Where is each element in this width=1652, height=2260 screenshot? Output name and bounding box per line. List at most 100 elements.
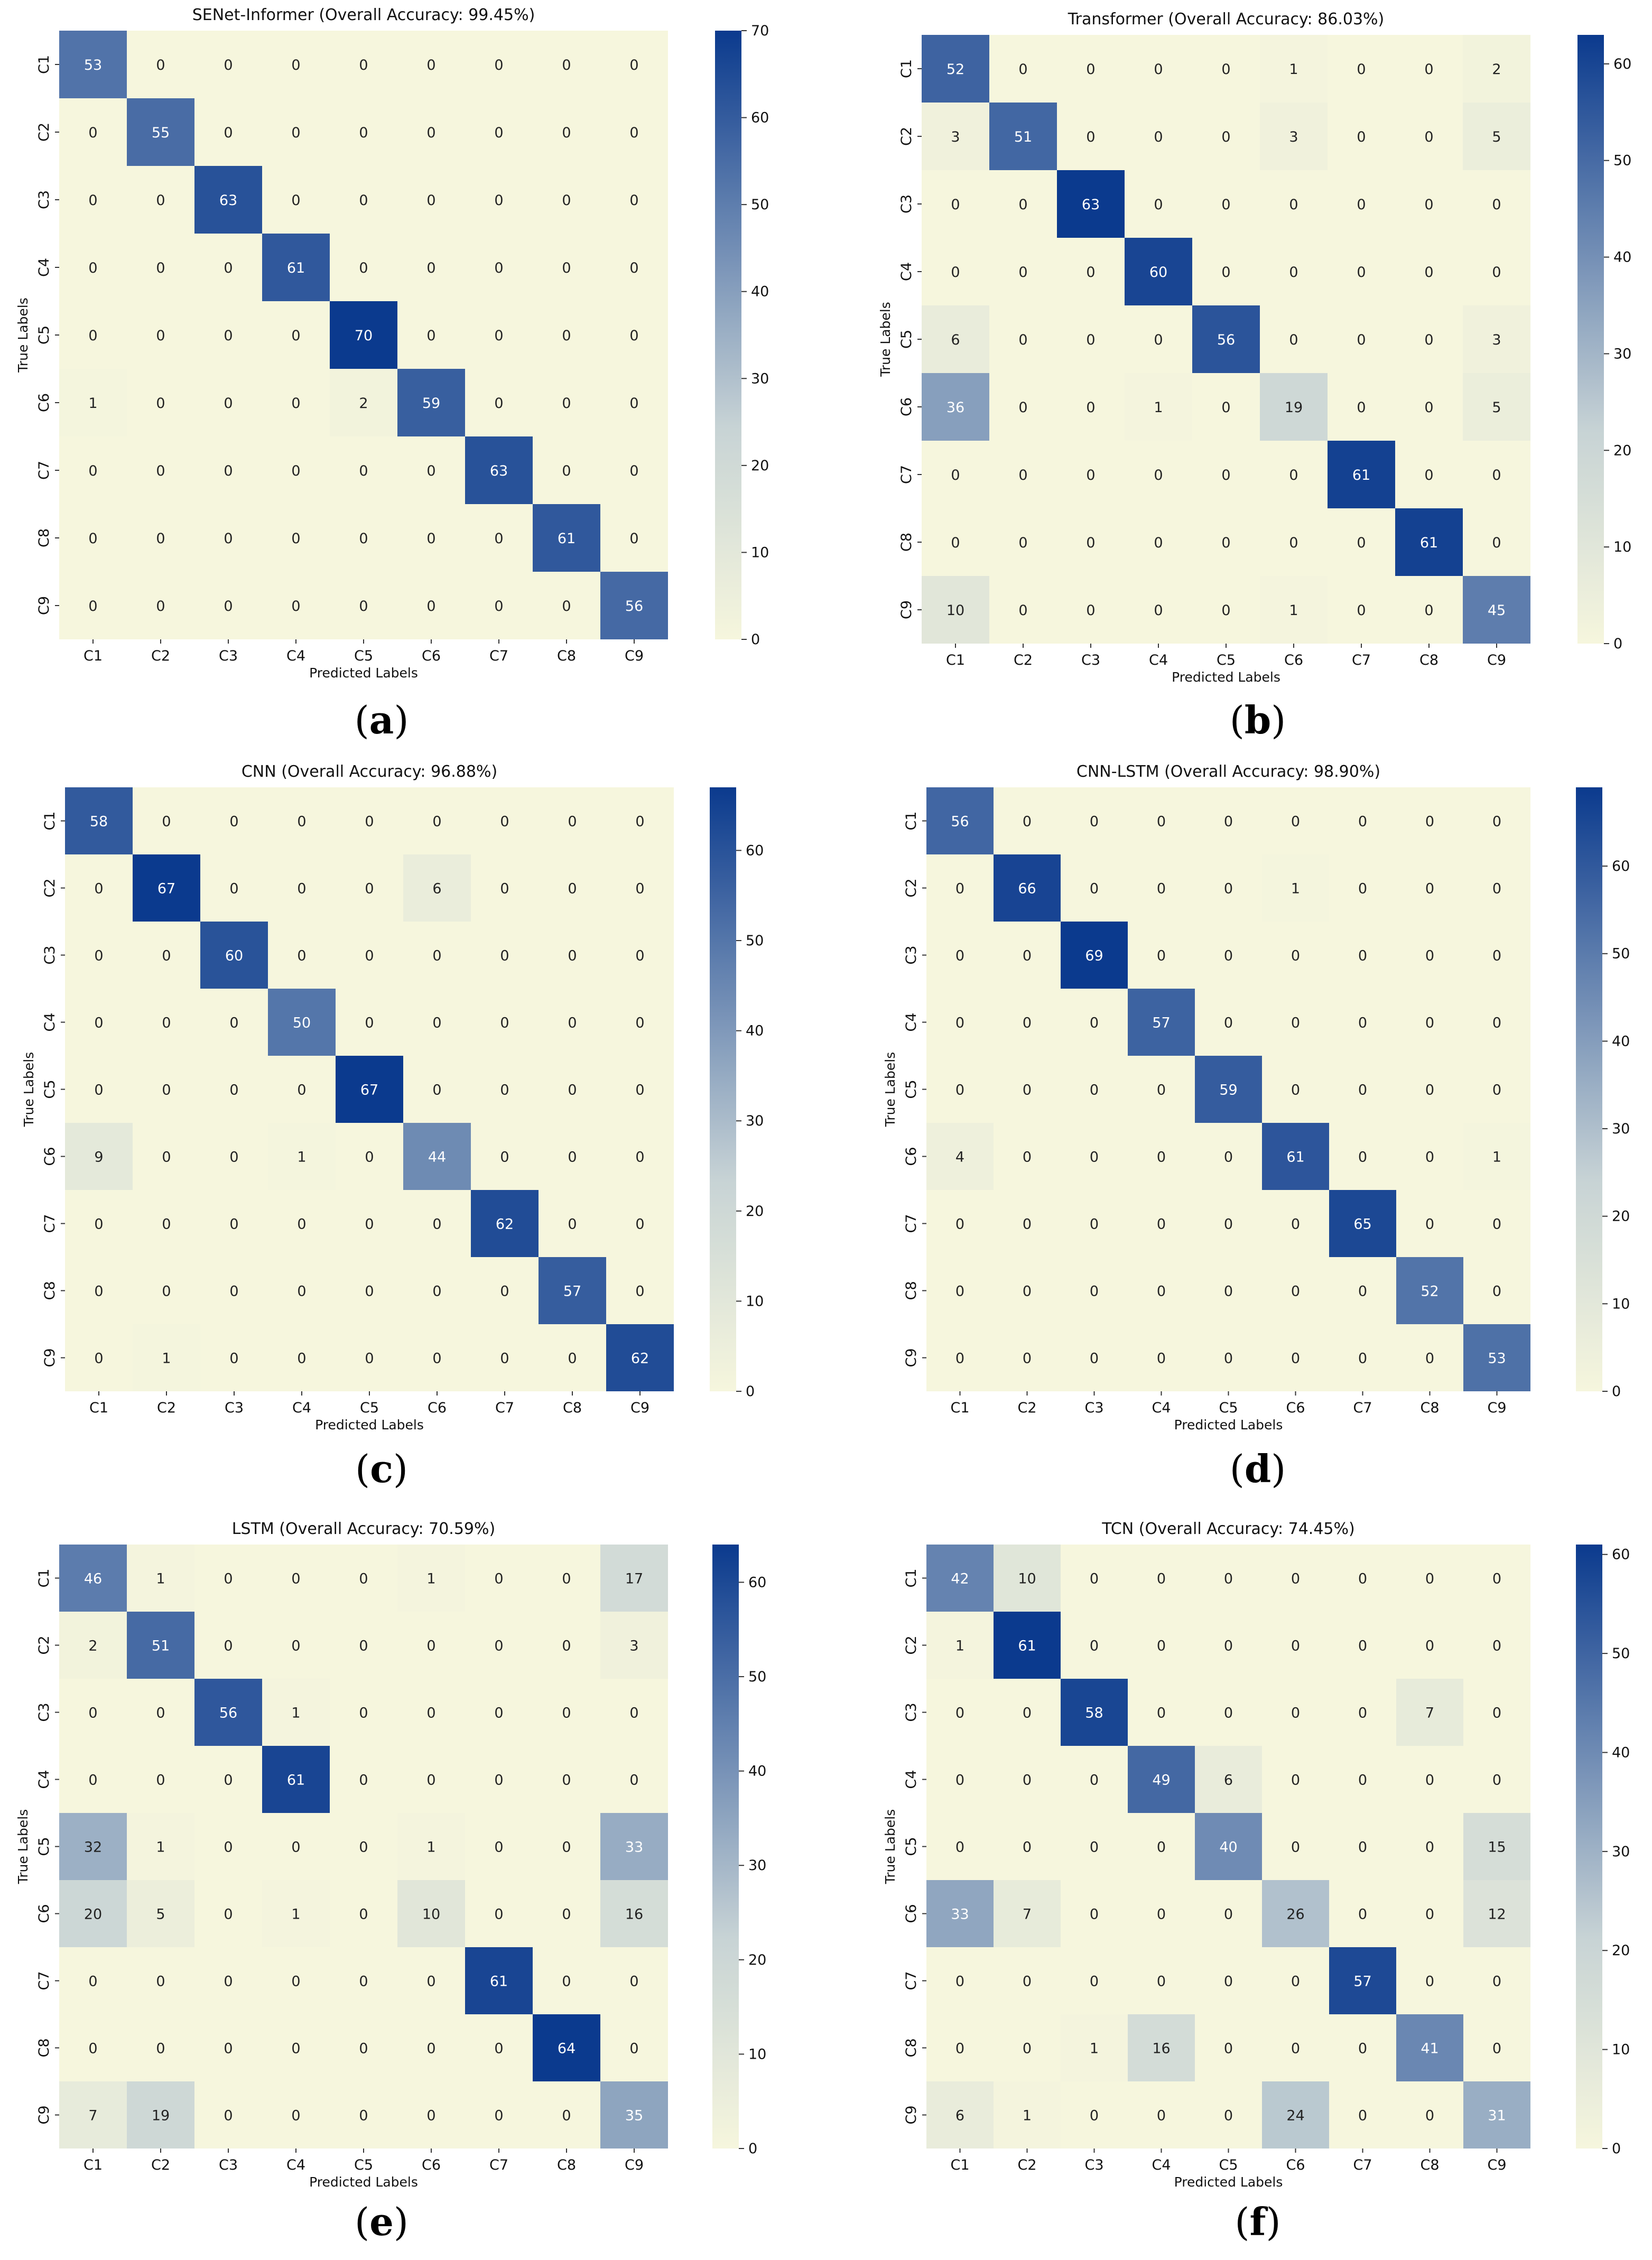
heatmap-cell — [1192, 170, 1260, 238]
heatmap-cell — [994, 1813, 1061, 1880]
heatmap-cell — [59, 369, 127, 436]
x-tick-label: C7 — [489, 2157, 508, 2173]
heatmap-cell — [1328, 508, 1395, 576]
cell-value-label: 0 — [1492, 2041, 1501, 2057]
colorbar-tick-label: 60 — [748, 1574, 766, 1591]
heatmap-cell — [403, 787, 471, 854]
heatmap-cell — [989, 35, 1057, 103]
cell-value-label: 0 — [951, 535, 960, 551]
heatmap-cell — [1396, 1257, 1463, 1324]
cell-value-label: 0 — [500, 1351, 509, 1367]
x-tick-label: C2 — [1017, 1400, 1036, 1416]
cell-value-label: 0 — [1018, 197, 1027, 213]
colorbar — [712, 1545, 739, 2149]
cell-value-label: 1 — [1289, 602, 1298, 619]
x-tick-label: C1 — [89, 1400, 108, 1416]
cell-value-label: 0 — [365, 1216, 374, 1233]
cell-value-label: 0 — [1425, 881, 1434, 897]
heatmap-cell — [1061, 1947, 1128, 2014]
cell-value-label: 0 — [562, 260, 571, 276]
y-tick-label: C7 — [42, 1214, 58, 1233]
cell-value-label: 46 — [84, 1571, 102, 1587]
heatmap-cell — [989, 508, 1057, 576]
cell-value-label: 0 — [365, 1284, 374, 1300]
cell-value-label: 10 — [422, 1906, 440, 1923]
cell-value-label: 59 — [422, 395, 440, 412]
cell-value-label: 0 — [426, 125, 435, 141]
cell-value-label: 0 — [359, 1974, 368, 1990]
heatmap-cell — [926, 989, 994, 1056]
heatmap-cell — [403, 1056, 471, 1123]
cell-value-label: 0 — [494, 598, 503, 615]
cell-value-label: 0 — [224, 1772, 233, 1789]
cell-value-label: 0 — [94, 1351, 103, 1367]
heatmap-cell — [465, 301, 533, 369]
colorbar-tick-label: 60 — [751, 110, 769, 126]
heatmap-cell — [600, 1880, 668, 1947]
colorbar-tick-label: 10 — [1612, 2042, 1630, 2058]
cell-value-label: 0 — [1291, 1216, 1300, 1233]
heatmap-cell — [1125, 508, 1192, 576]
cell-value-label: 0 — [426, 1772, 435, 1789]
heatmap-cell — [1262, 1947, 1329, 2014]
cell-value-label: 0 — [1492, 1638, 1501, 1654]
cell-value-label: 0 — [1154, 535, 1163, 551]
heatmap-cell — [1061, 1545, 1128, 1612]
chart-title: TCN (Overall Accuracy: 74.45%) — [1101, 1520, 1354, 1538]
x-tick-label: C8 — [1420, 1400, 1439, 1416]
x-tick-label: C4 — [292, 1400, 311, 1416]
heatmap-cell — [262, 166, 330, 234]
y-tick-label: C1 — [36, 1568, 52, 1587]
heatmap-cell — [1396, 1545, 1463, 1612]
heatmap-cell — [1328, 441, 1395, 508]
x-tick-label: C1 — [950, 1400, 969, 1416]
heatmap-cell — [127, 1545, 194, 1612]
heatmap-cell — [65, 1190, 133, 1257]
cell-value-label: 0 — [1221, 264, 1230, 281]
cell-value-label: 0 — [359, 598, 368, 615]
cell-value-label: 56 — [219, 1705, 237, 1722]
heatmap-cell — [1463, 1257, 1530, 1324]
heatmap-cell — [194, 1679, 262, 1746]
cell-value-label: 0 — [1492, 1772, 1501, 1789]
cell-value-label: 67 — [157, 881, 175, 897]
cell-value-label: 5 — [1492, 399, 1501, 416]
heatmap-cell — [133, 1324, 200, 1391]
cell-value-label: 0 — [1425, 948, 1434, 964]
cell-value-label: 0 — [1224, 1149, 1233, 1166]
y-tick-label: C8 — [898, 533, 915, 552]
heatmap-cell — [127, 1880, 194, 1947]
heatmap-cell — [1128, 1880, 1195, 1947]
cell-value-label: 0 — [494, 1638, 503, 1654]
cell-value-label: 0 — [1291, 1839, 1300, 1856]
heatmap-cell — [1395, 238, 1463, 305]
cell-value-label: 0 — [562, 1906, 571, 1923]
heatmap-cell — [465, 436, 533, 504]
heatmap-cell — [533, 1612, 600, 1679]
heatmap-cell — [926, 787, 994, 854]
heatmap-cell — [127, 1612, 194, 1679]
heatmap-cell — [1195, 1190, 1262, 1257]
heatmap-cell — [1260, 305, 1328, 373]
heatmap-cell — [330, 1746, 397, 1813]
heatmap-cell — [1396, 787, 1463, 854]
colorbar-tick-label: 30 — [751, 370, 769, 387]
y-tick-label: C8 — [903, 1281, 920, 1300]
heatmap-cell — [1463, 35, 1530, 103]
heatmap-cell — [1125, 103, 1192, 170]
cell-value-label: 0 — [629, 192, 638, 209]
heatmap-cell — [533, 504, 600, 572]
y-tick-label: C2 — [42, 878, 58, 897]
cell-value-label: 0 — [297, 881, 306, 897]
heatmap-cell — [1329, 1880, 1396, 1947]
colorbar-tick-label: 50 — [1612, 946, 1630, 962]
heatmap-cell — [397, 572, 465, 639]
cell-value-label: 5 — [1492, 129, 1501, 145]
cell-value-label: 0 — [359, 192, 368, 209]
heatmap-cell — [268, 1123, 336, 1190]
heatmap-cell — [1262, 1746, 1329, 1813]
heatmap-cell — [1396, 989, 1463, 1056]
cell-value-label: 24 — [1286, 2108, 1304, 2124]
cell-value-label: 0 — [1023, 1839, 1032, 1856]
heatmap-cell — [1463, 1123, 1530, 1190]
